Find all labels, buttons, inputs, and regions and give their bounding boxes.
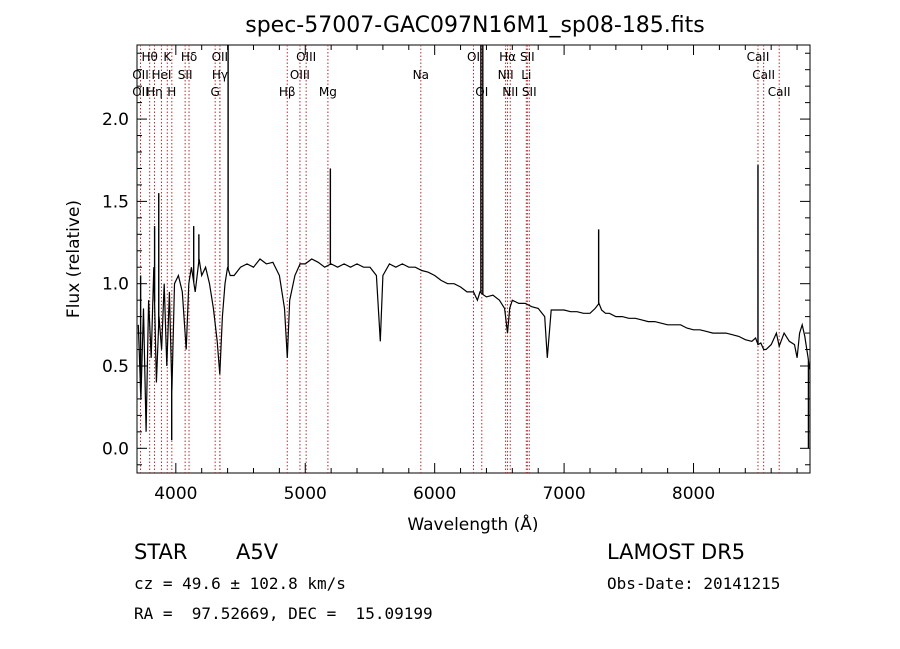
line-label: Hδ: [181, 50, 197, 64]
line-label: SII: [178, 68, 193, 82]
y-tick-label: 1.0: [102, 275, 129, 295]
line-label: Hγ: [212, 68, 228, 82]
x-tick-label: 8000: [672, 484, 715, 504]
line-label: Na: [413, 68, 429, 82]
x-tick-label: 6000: [413, 484, 456, 504]
x-tick-label: 4000: [154, 484, 197, 504]
obs-date: Obs-Date: 20141215: [607, 574, 781, 593]
spectrum: [137, 45, 810, 449]
y-axis: 0.0 0.5 1.0 1.5 2.0: [102, 52, 810, 466]
y-tick-label: 2.0: [102, 110, 129, 130]
line-label: OI: [467, 50, 480, 64]
line-label: Hη: [146, 85, 163, 99]
line-label: OI: [475, 85, 488, 99]
line-label: SII: [522, 85, 537, 99]
x-axis: 4000 5000 6000 7000 8000: [154, 45, 798, 504]
y-axis-label: Flux (relative): [64, 200, 84, 318]
line-label: CaII: [768, 85, 791, 99]
line-label: CaII: [747, 50, 770, 64]
line-label: CaII: [752, 68, 775, 82]
x-tick-label: 7000: [542, 484, 585, 504]
line-label: OII: [132, 85, 149, 99]
line-label: HeI: [151, 68, 171, 82]
spectrum-line: [137, 258, 810, 432]
x-axis-label: Wavelength (Å): [407, 513, 538, 535]
survey-name: LAMOST DR5: [607, 540, 746, 564]
line-label: OII: [212, 50, 229, 64]
line-label: NII: [498, 68, 514, 82]
line-label: K: [163, 50, 172, 64]
line-label: Hθ: [141, 50, 157, 64]
line-label: G: [211, 85, 220, 99]
line-label: H: [167, 85, 176, 99]
chart-title: spec-57007-GAC097N16M1_sp08-185.fits: [245, 13, 705, 38]
line-label: Hβ: [279, 85, 296, 99]
y-tick-label: 0.0: [102, 439, 129, 459]
line-label: Li: [521, 68, 531, 82]
line-label: OII: [132, 68, 149, 82]
line-label: Mg: [319, 85, 337, 99]
redshift-velocity: cz = 49.6 ± 102.8 km/s: [134, 574, 346, 593]
line-label: Hα: [499, 50, 516, 64]
y-tick-label: 0.5: [102, 357, 129, 377]
line-label: SII: [520, 50, 535, 64]
ra-dec: RA = 97.52669, DEC = 15.09199: [134, 604, 433, 623]
line-markers: [139, 45, 780, 473]
line-label: OIII: [290, 68, 310, 82]
subclass: A5V: [236, 540, 279, 564]
x-tick-label: 5000: [284, 484, 327, 504]
line-label: NII: [502, 85, 518, 99]
y-tick-label: 1.5: [102, 192, 129, 212]
line-label: OIII: [296, 50, 316, 64]
object-class: STAR: [134, 540, 188, 564]
